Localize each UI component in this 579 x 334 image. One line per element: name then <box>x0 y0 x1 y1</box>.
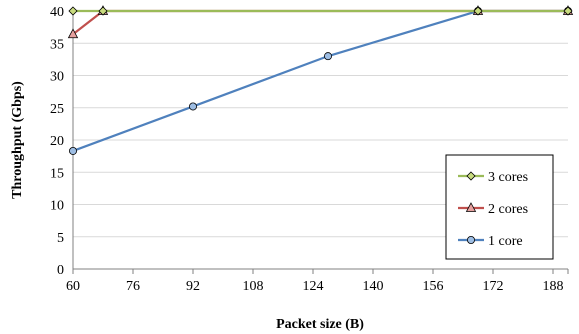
series-line <box>72 9 568 36</box>
x-tick-label: 172 <box>483 279 504 294</box>
data-point <box>323 52 332 61</box>
y-tick-label: 10 <box>50 199 64 214</box>
legend-item: 2 cores <box>458 202 528 217</box>
legend-item: 1 core <box>458 234 523 249</box>
data-point <box>98 6 108 16</box>
data-point <box>563 6 573 16</box>
series-group <box>67 5 574 155</box>
legend: 3 cores 2 cores 1 core <box>445 154 554 260</box>
legend-label: 2 cores <box>488 202 528 217</box>
axes: 0 5 10 15 20 25 30 35 40 60 76 92 108 124 140 156 172 188 <box>50 5 569 294</box>
x-tick-label: 76 <box>126 279 140 294</box>
y-axis-title: Throughput (Gbps) <box>10 81 25 199</box>
x-tick-label: 108 <box>243 279 264 294</box>
data-point <box>67 28 79 39</box>
legend-marker <box>466 171 476 181</box>
y-tick-label: 0 <box>57 263 64 278</box>
data-point <box>188 102 197 111</box>
series-line <box>72 9 568 152</box>
gridlines <box>73 10 568 238</box>
y-tick-label: 35 <box>50 37 64 52</box>
x-tick-label: 124 <box>303 279 324 294</box>
y-tick-label: 15 <box>50 166 64 181</box>
legend-marker <box>465 202 477 212</box>
y-tick-label: 30 <box>50 70 64 85</box>
series-1-core <box>69 7 573 155</box>
x-tick-label: 60 <box>66 279 80 294</box>
legend-label: 1 core <box>488 234 523 249</box>
x-tick-label: 92 <box>186 279 200 294</box>
x-tick-label: 188 <box>543 279 564 294</box>
data-point <box>473 6 483 16</box>
x-tick-label: 140 <box>363 279 384 294</box>
y-tick-label: 25 <box>50 102 64 117</box>
y-tick-label: 5 <box>57 231 64 246</box>
legend-label: 3 cores <box>488 170 528 185</box>
data-point <box>68 6 78 16</box>
y-tick-label: 20 <box>50 134 64 149</box>
y-tick-label: 40 <box>50 5 64 20</box>
legend-marker <box>466 235 475 244</box>
data-point <box>69 146 78 155</box>
series-3-cores <box>68 6 573 16</box>
legend-item: 3 cores <box>458 170 528 185</box>
x-tick-label: 156 <box>423 279 444 294</box>
x-axis-title: Packet size (B) <box>276 317 364 332</box>
